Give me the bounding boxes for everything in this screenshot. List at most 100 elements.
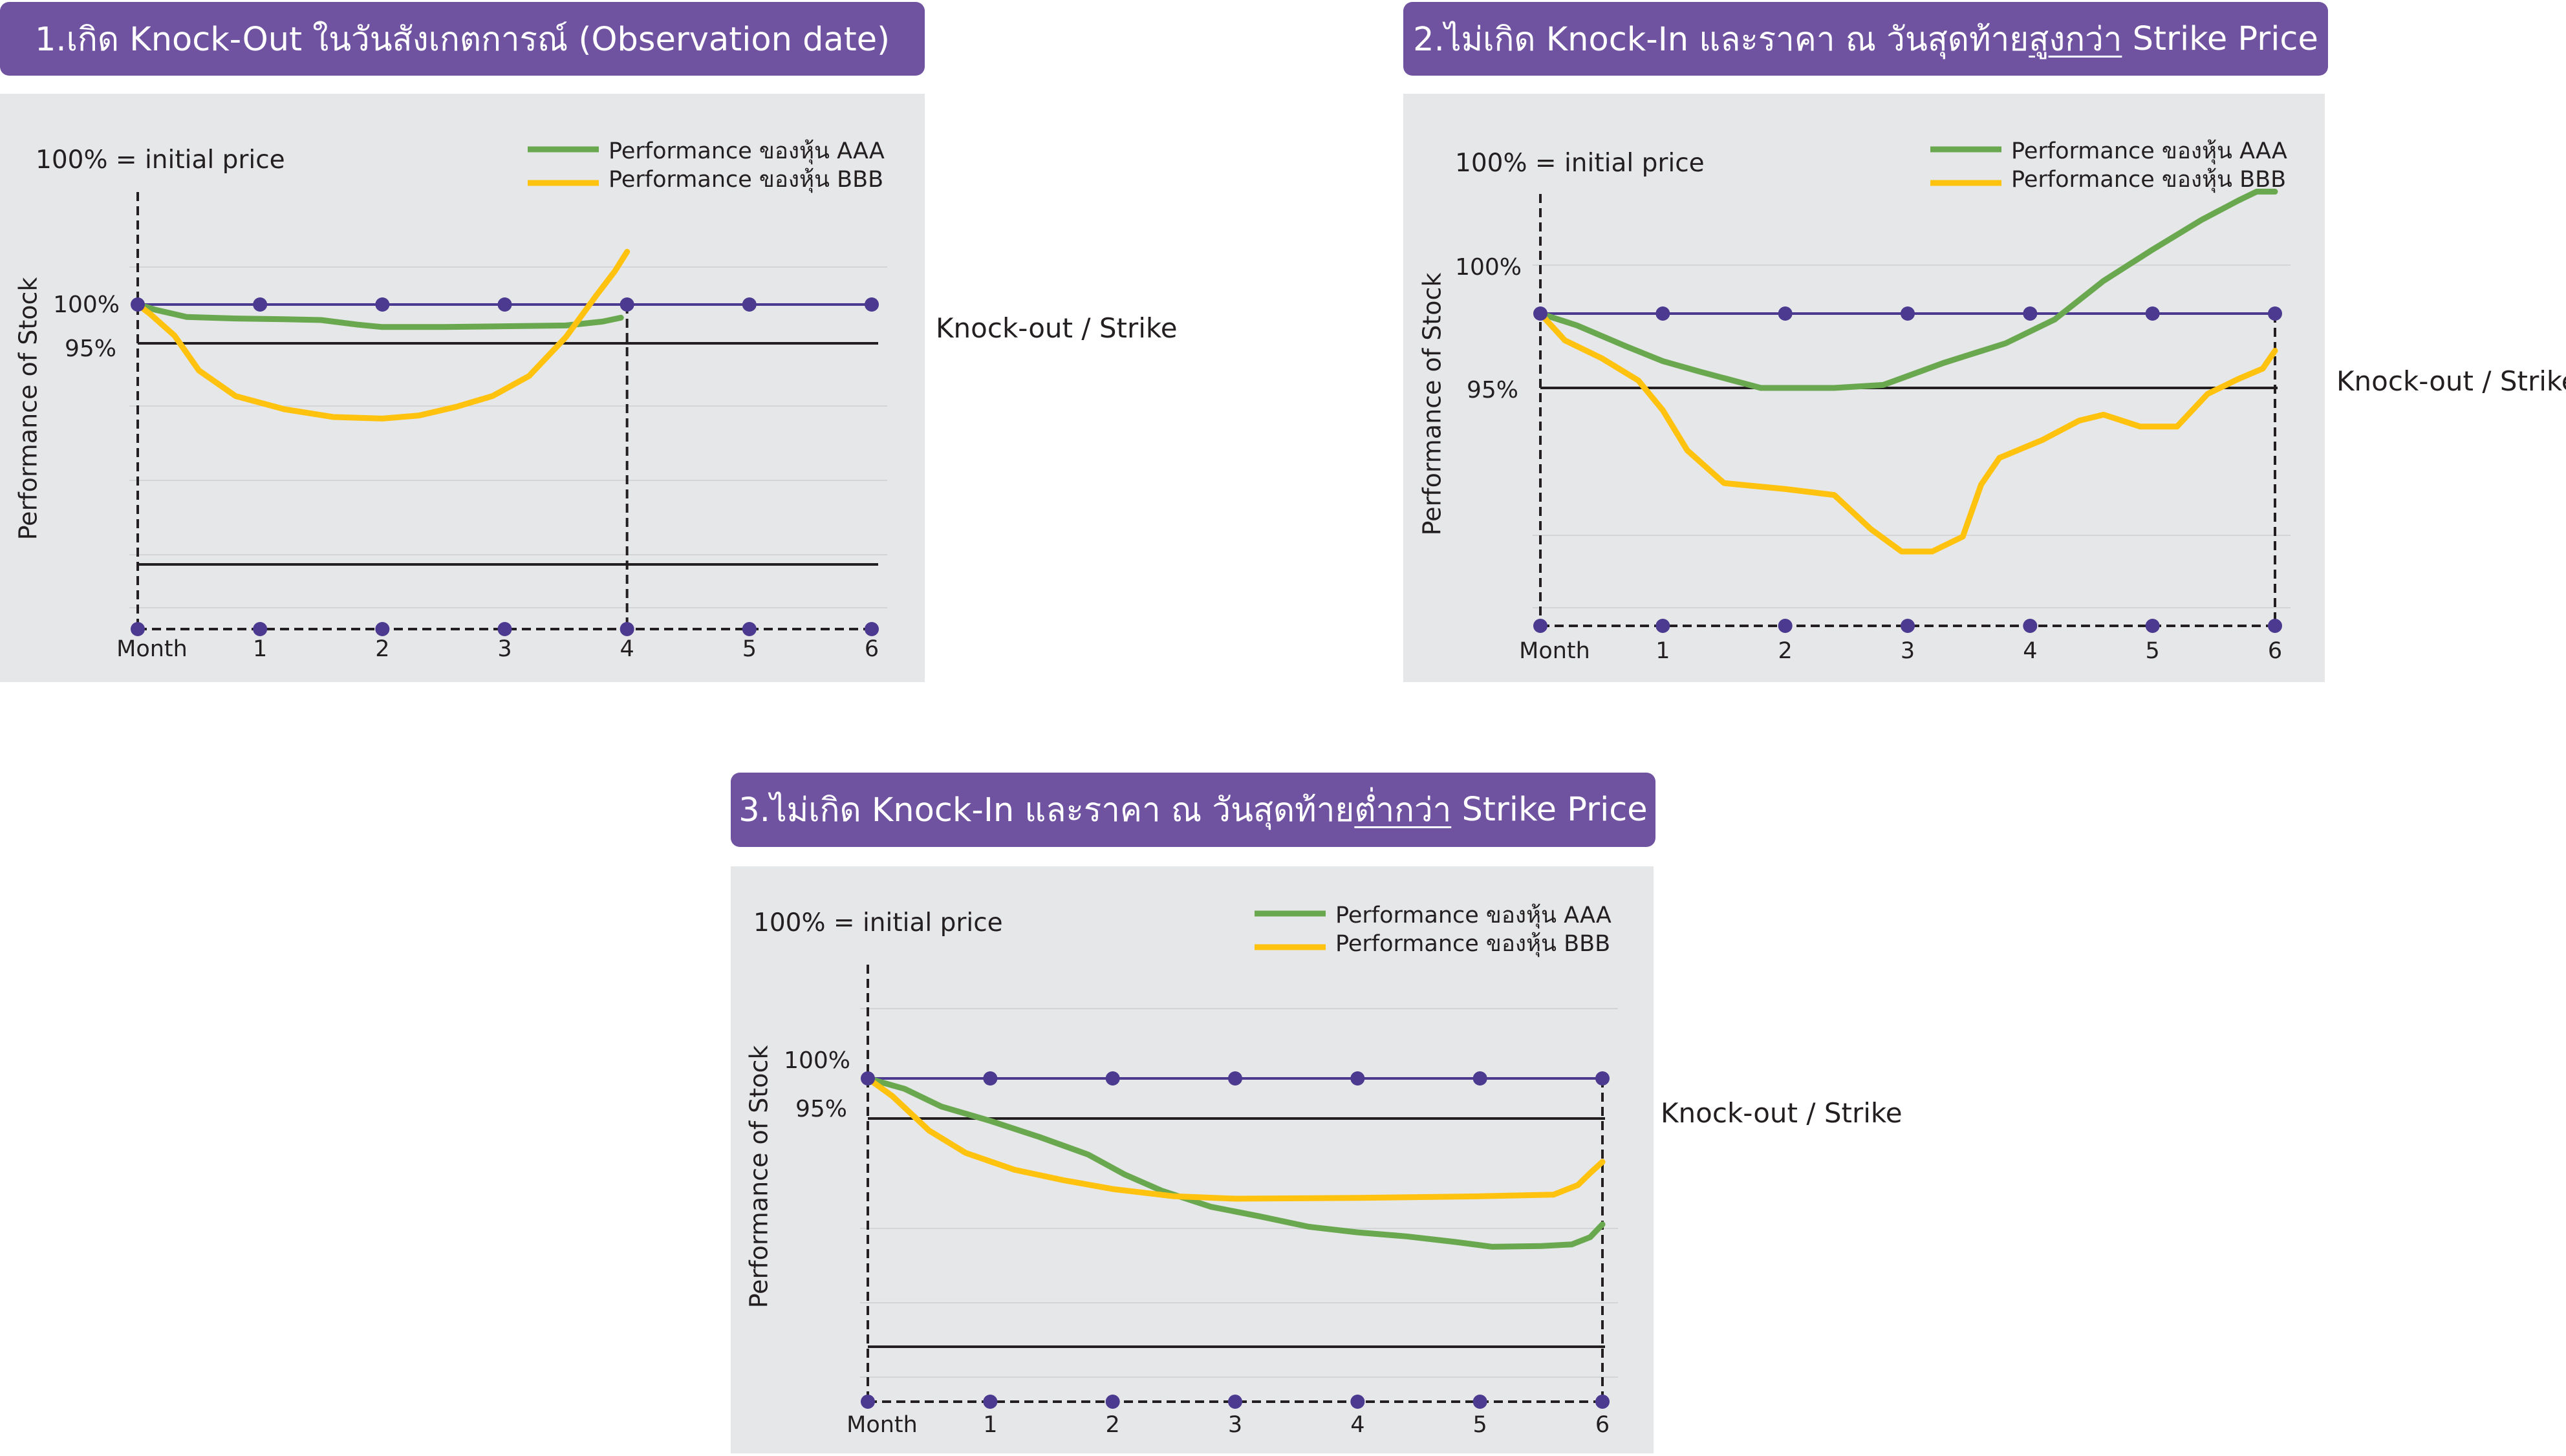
panel-2-knockout-strike-label: Knock-out / Strike <box>2336 365 2566 397</box>
panel-2-title-text-after: Strike Price <box>2122 19 2318 58</box>
x-tick-label: Month <box>1519 638 1590 664</box>
legend-bbb-label: Performance ของหุ้น BBB <box>609 167 883 193</box>
initial-price-note: 100% = initial price <box>36 145 285 175</box>
timeline-observation-dot <box>131 622 145 636</box>
level-100-label: 100% <box>784 1047 850 1074</box>
panel-3-title-text-after: Strike Price <box>1451 791 1648 829</box>
knockout-observation-dot <box>1778 306 1793 321</box>
timeline-observation-dot <box>1655 619 1670 633</box>
timeline-observation-dot <box>620 622 634 636</box>
series-bbb-line <box>865 1075 1606 1202</box>
legend-aaa-label: Performance ของหุ้น AAA <box>609 138 885 164</box>
series-aaa-line <box>135 301 624 330</box>
timeline-observation-dot <box>983 1395 998 1409</box>
panel-3-chart: Month 1 2 3 4 5 6 100% 95% Performance of Stock 10… <box>745 903 1618 1438</box>
x-tick-label: 6 <box>865 636 879 662</box>
knockout-observation-dot <box>865 297 879 312</box>
timeline-observation-dot <box>497 622 512 636</box>
timeline-observation-dot <box>1105 1395 1120 1409</box>
knockout-observation-dot <box>2145 306 2160 321</box>
panel-3-title-underlined: ต่ำกว่า <box>1354 791 1452 830</box>
series-bbb-line <box>1537 310 2278 555</box>
knockout-observation-dot <box>1655 306 1670 321</box>
timeline-observation-dot <box>375 622 390 636</box>
knockout-observation-dot <box>1105 1071 1120 1086</box>
y-axis-label: Performance of Stock <box>1418 273 1447 536</box>
legend-bbb-label: Performance ของหุ้น BBB <box>2011 167 2286 193</box>
knockout-observation-dot <box>1350 1071 1365 1086</box>
x-tick-label: Month <box>116 636 188 662</box>
x-tick-label: 2 <box>1106 1412 1120 1438</box>
panel-2-plot-area: Month 1 2 3 4 5 6 100% 95% Performance of Stock 10… <box>1403 94 2325 682</box>
panel-1-title: 1.เกิด Knock-Out ในวันสังเกตการณ์ (Obser… <box>0 2 925 76</box>
series-aaa-line <box>865 1075 1606 1250</box>
panel-1-title-text: 1.เกิด Knock-Out ในวันสังเกตการณ์ (Obser… <box>34 20 890 59</box>
level-95-label: 95% <box>65 336 116 362</box>
timeline-observation-dot <box>2145 619 2160 633</box>
timeline-observation-dot <box>253 622 268 636</box>
panel-2-title-text-before: 2.ไม่เกิด Knock-In และราคา ณ วันสุดท้าย <box>1413 20 2029 59</box>
timeline-observation-dot <box>1350 1395 1365 1409</box>
knockout-observation-dot <box>861 1071 875 1086</box>
x-tick-label: 6 <box>1595 1412 1610 1438</box>
knockout-observation-dot <box>1533 306 1547 321</box>
x-tick-label: 1 <box>983 1412 997 1438</box>
series-bbb-line <box>135 248 631 422</box>
knockout-observation-dot <box>497 297 512 312</box>
legend-aaa-label: Performance ของหุ้น AAA <box>2011 138 2287 164</box>
panel-2-title: 2.ไม่เกิด Knock-In และราคา ณ วันสุดท้าย … <box>1403 2 2328 76</box>
timeline-observation-dot <box>1595 1395 1610 1409</box>
legend-aaa-label: Performance ของหุ้น AAA <box>1335 903 1612 928</box>
x-tick-label: 2 <box>1778 638 1793 664</box>
panel-1-chart: Month 1 2 3 4 5 6 100% 95% Performance of Stock 10… <box>14 138 887 662</box>
panel-2-chart: Month 1 2 3 4 5 6 100% 95% Performance of Stock 10… <box>1418 138 2291 664</box>
x-tick-label: 3 <box>1228 1412 1242 1438</box>
knockout-observation-dot <box>742 297 757 312</box>
knockout-observation-dot <box>131 297 145 312</box>
x-tick-label: 3 <box>1901 638 1915 664</box>
panel-3-plot-area: Month 1 2 3 4 5 6 100% 95% Performance of Stock 10… <box>731 866 1654 1453</box>
initial-price-note: 100% = initial price <box>753 908 1003 937</box>
knockout-observation-dot <box>1472 1071 1487 1086</box>
series-aaa-line <box>1537 188 2278 391</box>
knockout-observation-dot <box>2268 306 2282 321</box>
knockout-observation-dot <box>375 297 390 312</box>
x-tick-label: 5 <box>742 636 757 662</box>
x-tick-label: 3 <box>497 636 512 662</box>
timeline-observation-dot <box>865 622 879 636</box>
y-axis-label: Performance of Stock <box>745 1045 773 1309</box>
level-100-label: 100% <box>1455 254 1522 281</box>
panel-1-plot-area: Month 1 2 3 4 5 6 100% 95% Performance of Stock 10… <box>0 94 925 682</box>
timeline-observation-dot <box>1228 1395 1242 1409</box>
initial-price-note: 100% = initial price <box>1455 149 1705 178</box>
panel-2-title-underlined: สูงกว่า <box>2029 20 2122 59</box>
timeline-observation-dot <box>1472 1395 1487 1409</box>
knockout-observation-dot <box>1901 306 1915 321</box>
x-tick-label: 4 <box>2023 638 2037 664</box>
y-axis-label: Performance of Stock <box>14 277 43 541</box>
panel-1-knockout-strike-label: Knock-out / Strike <box>936 312 1178 344</box>
level-100-label: 100% <box>53 292 120 318</box>
knockout-observation-dot <box>253 297 268 312</box>
timeline-observation-dot <box>2023 619 2038 633</box>
timeline-observation-dot <box>861 1395 875 1409</box>
x-tick-label: 5 <box>2146 638 2160 664</box>
timeline-observation-dot <box>1778 619 1793 633</box>
level-95-label: 95% <box>1467 377 1518 403</box>
x-tick-label: 1 <box>253 636 267 662</box>
timeline-observation-dot <box>1533 619 1547 633</box>
x-tick-label: 1 <box>1655 638 1670 664</box>
timeline-observation-dot <box>2268 619 2282 633</box>
knockout-observation-dot <box>1228 1071 1242 1086</box>
knockout-observation-dot <box>2023 306 2038 321</box>
panel-3-title: 3.ไม่เกิด Knock-In และราคา ณ วันสุดท้าย … <box>731 773 1655 847</box>
knockout-observation-dot <box>1595 1071 1610 1086</box>
x-tick-label: 2 <box>375 636 389 662</box>
x-tick-label: Month <box>846 1412 918 1438</box>
level-95-label: 95% <box>795 1096 847 1122</box>
knockout-observation-dot <box>983 1071 998 1086</box>
legend-bbb-label: Performance ของหุ้น BBB <box>1335 931 1610 957</box>
timeline-observation-dot <box>1901 619 1915 633</box>
x-tick-label: 4 <box>620 636 634 662</box>
panel-3-knockout-strike-label: Knock-out / Strike <box>1661 1097 1903 1129</box>
